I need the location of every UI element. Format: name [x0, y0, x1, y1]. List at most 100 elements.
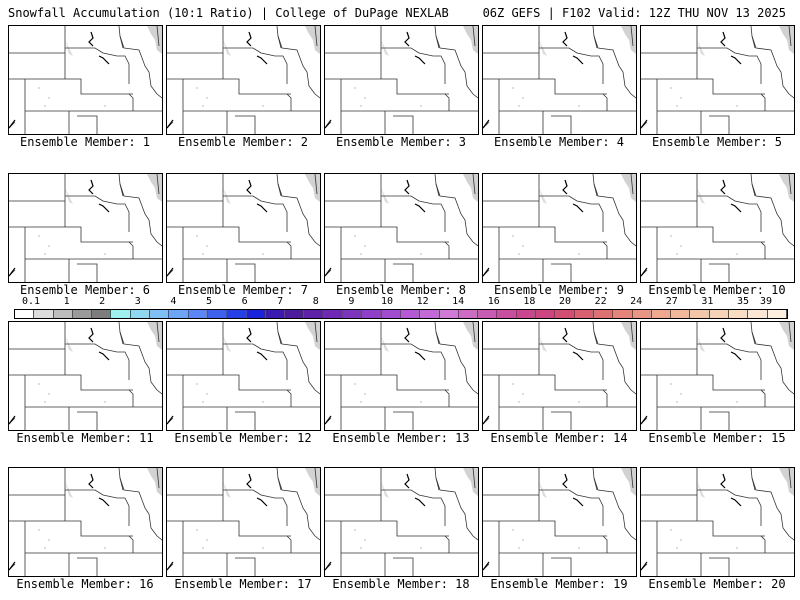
ensemble-member-label: Ensemble Member: 10	[648, 283, 786, 297]
snowfall-map-graphic	[9, 174, 162, 282]
colorbar-segment	[72, 310, 93, 318]
ensemble-member-map	[166, 467, 321, 577]
ensemble-member-map	[640, 321, 795, 431]
ensemble-member-map	[324, 467, 479, 577]
colorbar-tick-label: 39	[759, 296, 773, 307]
ensemble-member-map	[640, 173, 795, 283]
snowfall-map-graphic	[483, 322, 636, 430]
colorbar-segment	[53, 310, 73, 318]
snowfall-map-graphic	[641, 322, 794, 430]
colorbar-segment	[343, 310, 363, 318]
colorbar-segment	[169, 310, 189, 318]
colorbar-segment	[400, 310, 421, 318]
snowfall-map-graphic	[641, 26, 794, 134]
colorbar-segment	[246, 310, 266, 318]
colorbar-segment	[632, 310, 652, 318]
colorbar-segment	[265, 310, 286, 318]
ensemble-member-map	[8, 173, 163, 283]
colorbar-segment	[458, 310, 479, 318]
ensemble-member-label: Ensemble Member: 7	[177, 283, 309, 297]
colorbar-tick-label: 16	[487, 296, 500, 307]
snowfall-map-graphic	[483, 468, 636, 576]
ensemble-member-map	[640, 467, 795, 577]
colorbar-segment	[92, 310, 112, 318]
ensemble-member-label: Ensemble Member: 19	[490, 577, 628, 591]
colorbar-segment	[690, 310, 710, 318]
ensemble-member-map	[640, 25, 795, 135]
colorbar-segment	[130, 310, 151, 318]
snowfall-map-graphic	[9, 26, 162, 134]
ensemble-member-label: Ensemble Member: 5	[651, 135, 783, 149]
colorbar-segment	[613, 310, 633, 318]
ensemble-member-label: Ensemble Member: 17	[174, 577, 312, 591]
colorbar-segment	[671, 310, 691, 318]
snowfall-map-graphic	[325, 322, 478, 430]
snowfall-map-graphic	[9, 322, 162, 430]
snowfall-map-graphic	[325, 468, 478, 576]
colorbar-segment	[227, 310, 247, 318]
snowfall-map-graphic	[483, 26, 636, 134]
colorbar-tick-label: 3	[134, 296, 141, 307]
colorbar-segment	[381, 310, 401, 318]
colorbar-segment	[420, 310, 440, 318]
colorbar-segment	[593, 310, 614, 318]
colorbar-tick-label: 22	[594, 296, 607, 307]
ensemble-member-map	[8, 25, 163, 135]
colorbar-tick-label: 9	[348, 296, 355, 307]
ensemble-member-label: Ensemble Member: 11	[16, 431, 154, 445]
colorbar-segment	[497, 310, 517, 318]
colorbar-segment	[748, 310, 768, 318]
model-run-info: 06Z GEFS | F102 Valid: 12Z THU NOV 13 20…	[482, 6, 786, 20]
ensemble-member-label: Ensemble Member: 1	[19, 135, 151, 149]
colorbar-segment	[439, 310, 459, 318]
colorbar-tick-label: 6	[241, 296, 248, 307]
ensemble-member-label: Ensemble Member: 16	[16, 577, 154, 591]
colorbar-segment	[767, 310, 787, 318]
colorbar-segment	[188, 310, 208, 318]
colorbar-tick-label: 7	[277, 296, 284, 307]
ensemble-member-label: Ensemble Member: 20	[648, 577, 786, 591]
ensemble-member-label: Ensemble Member: 15	[648, 431, 786, 445]
colorbar-tick-label: 24	[630, 296, 643, 307]
snowfall-map-graphic	[483, 174, 636, 282]
colorbar-tick-label: 20	[558, 296, 572, 307]
snowfall-map-graphic	[325, 174, 478, 282]
ensemble-member-label: Ensemble Member: 3	[335, 135, 467, 149]
colorbar-tick-label: 31	[701, 296, 714, 307]
colorbar-segment	[478, 310, 498, 318]
colorbar-tick-label: 10	[380, 296, 394, 307]
ensemble-member-label: Ensemble Member: 12	[174, 431, 312, 445]
colorbar-segment	[304, 310, 324, 318]
snowfall-map-graphic	[167, 174, 320, 282]
snowfall-map-graphic	[641, 468, 794, 576]
colorbar-segment	[536, 310, 556, 318]
ensemble-member-map	[324, 173, 479, 283]
ensemble-member-map	[482, 321, 637, 431]
ensemble-member-label: Ensemble Member: 14	[490, 431, 628, 445]
colorbar-segment	[285, 310, 305, 318]
ensemble-member-label: Ensemble Member: 13	[332, 431, 470, 445]
ensemble-member-map	[8, 467, 163, 577]
ensemble-member-map	[482, 25, 637, 135]
colorbar-segment	[150, 310, 170, 318]
ensemble-member-map	[482, 467, 637, 577]
ensemble-member-label: Ensemble Member: 4	[493, 135, 625, 149]
snowfall-map-graphic	[641, 174, 794, 282]
snowfall-map-graphic	[325, 26, 478, 134]
ensemble-member-label: Ensemble Member: 6	[19, 283, 151, 297]
colorbar-segment	[15, 310, 35, 318]
ensemble-member-map	[166, 173, 321, 283]
colorbar-tick-label: 35	[736, 296, 750, 307]
ensemble-member-map	[166, 321, 321, 431]
ensemble-member-label: Ensemble Member: 9	[493, 283, 625, 297]
colorbar-tick-label: 1	[63, 296, 70, 307]
colorbar-segment	[555, 310, 575, 318]
colorbar-tick-labels: 0.1 1 2 3 4 5 6 7 8 9 10 12 14 16 18 20 22 24 27 31 35 39	[0, 296, 800, 308]
colorbar-segment	[516, 310, 537, 318]
ensemble-member-map	[324, 25, 479, 135]
colorbar-tick-label: 14	[452, 296, 465, 307]
ensemble-member-map	[166, 25, 321, 135]
colorbar-segment	[362, 310, 382, 318]
snowfall-colorbar	[14, 309, 788, 319]
ensemble-member-map	[8, 321, 163, 431]
